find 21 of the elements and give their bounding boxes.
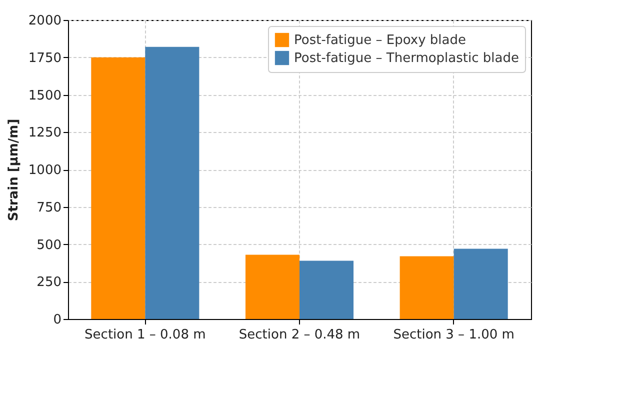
y-tick-label: 1250	[28, 126, 62, 141]
y-tick-label: 500	[36, 238, 62, 253]
legend-label: Post-fatigue – Thermoplastic blade	[294, 51, 519, 66]
bar	[91, 57, 146, 319]
bar	[145, 46, 200, 319]
bar	[300, 260, 354, 319]
y-tick-label: 750	[36, 200, 62, 216]
y-tick-label: 0	[53, 312, 62, 328]
y-axis-title: Strain [µm/m]	[6, 118, 22, 222]
y-tick-label: 1000	[28, 163, 62, 178]
x-tick-label: Section 1 – 0.08 m	[84, 328, 206, 342]
bar	[400, 256, 454, 319]
x-tick-label: Section 3 – 1.00 m	[393, 328, 514, 342]
y-tick-label: 1750	[28, 50, 62, 66]
bar	[454, 248, 508, 319]
legend-label: Post-fatigue – Epoxy blade	[294, 33, 466, 48]
bar	[245, 254, 300, 319]
y-tick-label: 1500	[28, 88, 62, 104]
y-tick-label: 250	[36, 275, 62, 290]
y-tick-label: 2000	[28, 14, 62, 28]
x-tick-label: Section 2 – 0.48 m	[238, 328, 360, 342]
